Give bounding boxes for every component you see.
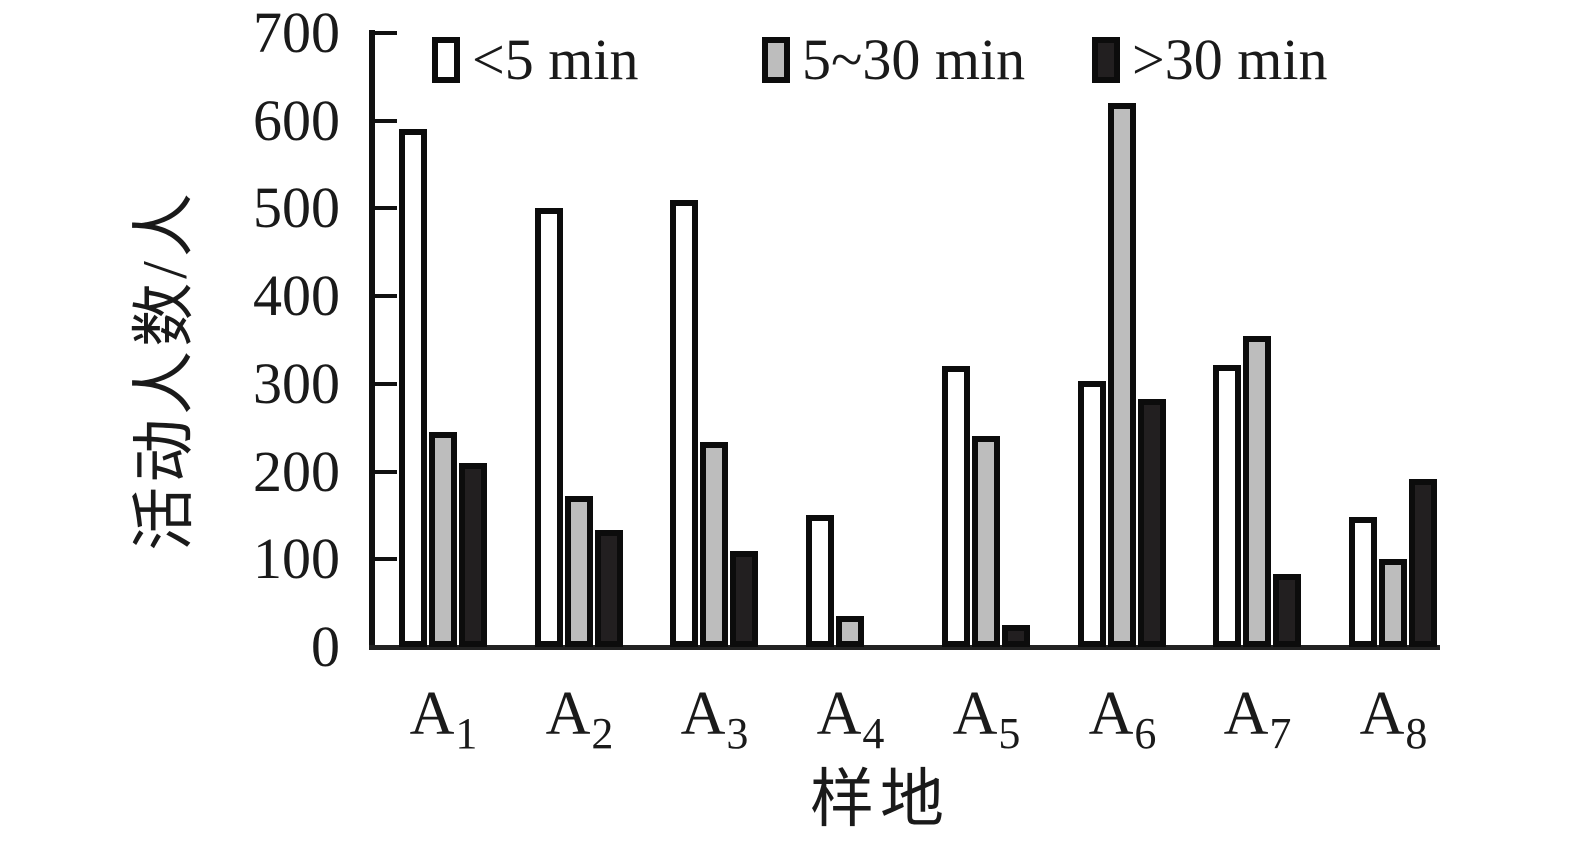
bar-A5-series-3 [1002, 625, 1030, 647]
bar-A2-series-3 [595, 530, 623, 647]
x-category-label-A3: A3 [680, 680, 749, 758]
y-tick-label: 700 [253, 0, 340, 65]
x-axis-title: 样地 [810, 764, 950, 835]
bar-A1-series-1 [399, 129, 427, 647]
y-tick-mark [375, 557, 397, 561]
y-tick-mark [375, 206, 397, 210]
legend-label: 5~30 min [802, 27, 1026, 92]
bar-A1-series-3 [459, 463, 487, 647]
legend-label: >30 min [1132, 27, 1328, 92]
bar-A2-series-1 [535, 208, 563, 647]
bar-A8-series-2 [1379, 559, 1407, 647]
legend-swatch-icon [1092, 37, 1120, 83]
bar-A1-series-2 [429, 432, 457, 647]
bar-A8-series-1 [1349, 517, 1377, 647]
bar-A7-series-3 [1273, 574, 1301, 647]
y-tick-label: 100 [253, 526, 340, 591]
bar-A3-series-3 [730, 551, 758, 647]
y-tick-mark [375, 119, 397, 123]
bar-A6-series-3 [1138, 399, 1166, 647]
bar-A2-series-2 [565, 496, 593, 647]
y-tick-label: 400 [253, 263, 340, 328]
x-category-label-A8: A8 [1359, 680, 1428, 758]
y-axis-title: 活动人数/人 [129, 189, 200, 551]
legend-item-2: 5~30 min [762, 30, 1025, 90]
bar-A6-series-1 [1078, 381, 1106, 647]
x-category-label-A1: A1 [409, 680, 478, 758]
x-category-label-A5: A5 [952, 680, 1021, 758]
bar-A3-series-1 [670, 200, 698, 647]
y-tick-label: 0 [311, 614, 340, 679]
x-category-label-A7: A7 [1223, 680, 1292, 758]
y-tick-label: 600 [253, 88, 340, 153]
y-tick-label: 500 [253, 175, 340, 240]
x-category-label-A2: A2 [545, 680, 614, 758]
legend-swatch-icon [432, 37, 460, 83]
bar-A4-series-1 [806, 515, 834, 647]
bar-A7-series-1 [1213, 365, 1241, 647]
bar-A8-series-3 [1409, 479, 1437, 647]
legend-item-1: <5 min [432, 30, 638, 90]
bar-A5-series-2 [972, 436, 1000, 647]
legend-item-3: >30 min [1092, 30, 1327, 90]
x-category-label-A6: A6 [1088, 680, 1157, 758]
y-tick-mark [375, 31, 397, 35]
bar-A4-series-2 [836, 616, 864, 647]
bar-A5-series-1 [942, 366, 970, 647]
legend-label: <5 min [472, 27, 639, 92]
y-tick-mark [375, 382, 397, 386]
y-tick-label: 200 [253, 439, 340, 504]
x-category-label-A4: A4 [816, 680, 885, 758]
y-tick-mark [375, 470, 397, 474]
x-axis-line [369, 645, 1440, 650]
bar-A7-series-2 [1243, 336, 1271, 647]
bar-A3-series-2 [700, 442, 728, 647]
y-tick-label: 300 [253, 351, 340, 416]
y-axis-line [369, 30, 375, 650]
legend-swatch-icon [762, 37, 790, 83]
y-tick-mark [375, 294, 397, 298]
bar-A6-series-2 [1108, 103, 1136, 647]
